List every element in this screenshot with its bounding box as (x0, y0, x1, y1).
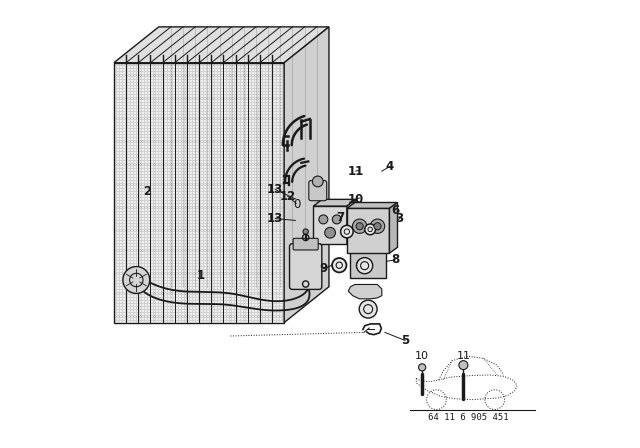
Circle shape (371, 219, 385, 233)
Text: 3: 3 (396, 212, 404, 225)
Circle shape (356, 223, 364, 230)
FancyBboxPatch shape (309, 181, 327, 201)
Circle shape (374, 223, 381, 230)
Text: 10: 10 (415, 351, 429, 361)
Text: 13: 13 (267, 212, 284, 225)
Polygon shape (114, 27, 329, 63)
Text: 10: 10 (348, 193, 364, 206)
Circle shape (419, 364, 426, 371)
Polygon shape (351, 251, 386, 278)
Polygon shape (314, 206, 347, 244)
Circle shape (340, 225, 353, 238)
Circle shape (332, 215, 341, 224)
Circle shape (359, 300, 377, 318)
Text: 11: 11 (456, 351, 470, 361)
Polygon shape (347, 202, 397, 208)
Text: 11: 11 (348, 164, 364, 178)
Text: 64 11 6 905 451: 64 11 6 905 451 (428, 413, 508, 422)
Text: 0: 0 (293, 198, 300, 211)
Circle shape (123, 267, 150, 293)
Polygon shape (348, 284, 382, 299)
Polygon shape (114, 63, 284, 323)
Polygon shape (347, 208, 389, 253)
Polygon shape (284, 27, 329, 323)
Circle shape (319, 215, 328, 224)
Text: 6: 6 (391, 204, 399, 217)
Circle shape (324, 228, 335, 238)
Text: 4: 4 (385, 160, 394, 173)
Circle shape (312, 176, 323, 187)
Text: 2: 2 (143, 185, 152, 198)
Circle shape (356, 258, 372, 274)
Circle shape (332, 258, 346, 272)
Circle shape (303, 229, 308, 234)
Text: 12: 12 (280, 190, 296, 203)
FancyBboxPatch shape (293, 238, 318, 250)
Circle shape (356, 259, 369, 271)
Text: 7: 7 (336, 211, 344, 224)
Circle shape (353, 219, 367, 233)
Text: 13: 13 (267, 183, 284, 196)
Text: 1: 1 (196, 269, 204, 282)
Text: 8: 8 (391, 253, 399, 267)
Polygon shape (389, 202, 397, 253)
Text: 9: 9 (319, 262, 328, 276)
Circle shape (365, 224, 376, 235)
Circle shape (459, 361, 468, 370)
Text: 5: 5 (401, 334, 409, 347)
Polygon shape (351, 247, 390, 251)
FancyBboxPatch shape (289, 244, 322, 289)
Polygon shape (347, 199, 356, 244)
Polygon shape (314, 199, 356, 206)
